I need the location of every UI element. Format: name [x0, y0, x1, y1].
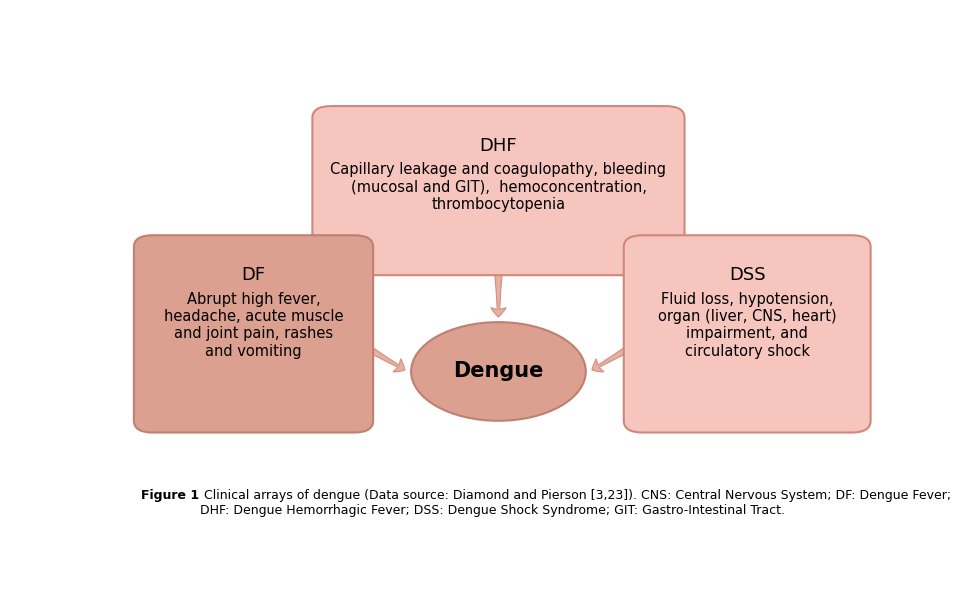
Text: DSS: DSS: [729, 266, 765, 284]
FancyBboxPatch shape: [313, 106, 684, 275]
Text: Dengue: Dengue: [454, 362, 544, 381]
Text: DF: DF: [241, 266, 266, 284]
Text: Capillary leakage and coagulopathy, bleeding
(mucosal and GIT),  hemoconcentrati: Capillary leakage and coagulopathy, blee…: [330, 162, 666, 212]
FancyBboxPatch shape: [624, 235, 870, 432]
Text: DHF: DHF: [479, 137, 517, 154]
Text: Fluid loss, hypotension,
organ (liver, CNS, heart)
impairment, and
circulatory s: Fluid loss, hypotension, organ (liver, C…: [658, 292, 837, 359]
FancyBboxPatch shape: [134, 235, 373, 432]
Text: Abrupt high fever,
headache, acute muscle
and joint pain, rashes
and vomiting: Abrupt high fever, headache, acute muscl…: [164, 292, 343, 359]
Text: Figure 1: Figure 1: [141, 489, 200, 502]
Ellipse shape: [412, 322, 586, 421]
Text: Clinical arrays of dengue (Data source: Diamond and Pierson [3,23]). CNS: Centra: Clinical arrays of dengue (Data source: …: [200, 489, 952, 517]
